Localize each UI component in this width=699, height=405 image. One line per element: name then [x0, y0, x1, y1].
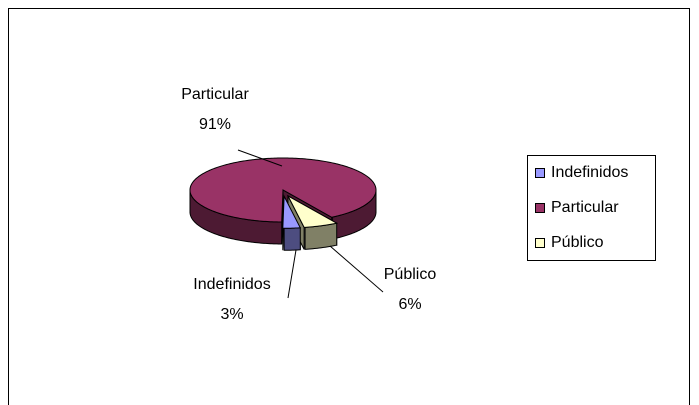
slice: [282, 194, 302, 229]
legend-label: Indefinidos: [551, 164, 628, 181]
legend-swatch: [535, 203, 545, 213]
data-label-name: Particular: [181, 86, 249, 103]
legend-label: Particular: [551, 199, 619, 216]
data-label-name: Indefinidos: [193, 276, 270, 293]
leader-line: [329, 245, 384, 293]
data-label-name: Público: [384, 266, 437, 283]
slice: [286, 194, 339, 228]
slice: [189, 157, 377, 223]
leader-line: [237, 149, 283, 167]
slice-wall: [283, 227, 301, 251]
legend-swatch: [535, 168, 545, 178]
legend-swatch: [535, 238, 545, 248]
legend-box: [527, 155, 656, 261]
data-label: 91%: [199, 116, 231, 133]
legend: Indefinidos Particular Público: [527, 155, 656, 261]
legend-label: Público: [551, 234, 604, 251]
leader-line: [287, 249, 297, 299]
data-label: 3%: [220, 306, 243, 323]
data-label: 6%: [398, 296, 421, 313]
